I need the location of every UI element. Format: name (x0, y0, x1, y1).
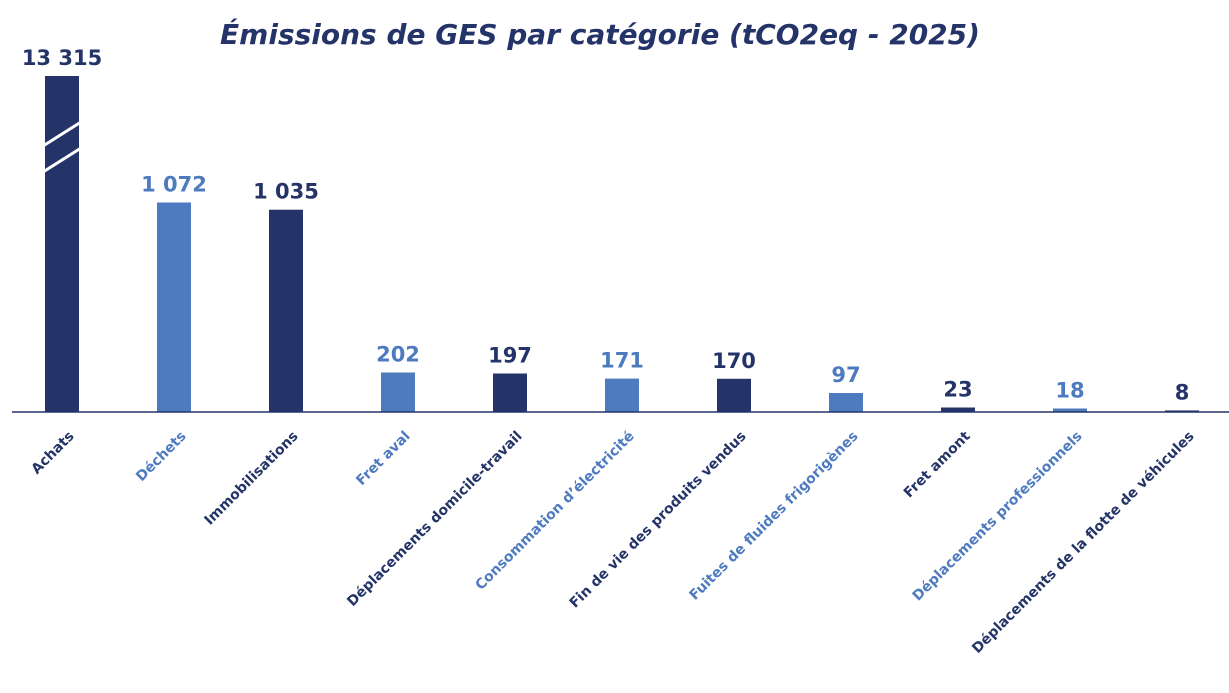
value-label: 23 (943, 378, 972, 402)
value-label: 1 072 (141, 172, 207, 196)
value-label: 18 (1055, 378, 1084, 402)
axis-break (42, 120, 82, 148)
bar (381, 372, 415, 412)
x-tick-label: Fin de vie des produits vendus (567, 428, 750, 611)
chart-title: Émissions de GES par catégorie (tCO2eq -… (220, 17, 980, 51)
bar (605, 378, 639, 412)
x-tick-label: Fret amont (901, 428, 974, 501)
bar (829, 393, 863, 412)
axis-break (42, 146, 82, 174)
x-tick-label: Déplacements de la flotte de véhicules (969, 428, 1197, 656)
bar (269, 209, 303, 412)
value-label: 171 (600, 349, 644, 373)
x-tick-label: Déchets (133, 428, 190, 485)
x-tick-label: Achats (28, 428, 77, 477)
value-label: 170 (712, 349, 756, 373)
bar (157, 202, 191, 412)
bar (493, 373, 527, 412)
x-tick-label: Immobilisations (202, 428, 302, 528)
value-label: 97 (831, 363, 860, 387)
bar (941, 407, 975, 412)
value-label: 8 (1175, 380, 1190, 404)
value-label: 197 (488, 343, 532, 367)
x-tick-label: Déplacements domicile-travail (344, 428, 525, 609)
value-label: 1 035 (253, 180, 319, 204)
bar (45, 76, 79, 412)
bar (1165, 410, 1199, 412)
value-label: 202 (376, 343, 420, 367)
bar (717, 378, 751, 412)
bar (1053, 408, 1087, 412)
value-label: 13 315 (22, 46, 102, 70)
x-tick-label: Fret aval (353, 428, 413, 488)
